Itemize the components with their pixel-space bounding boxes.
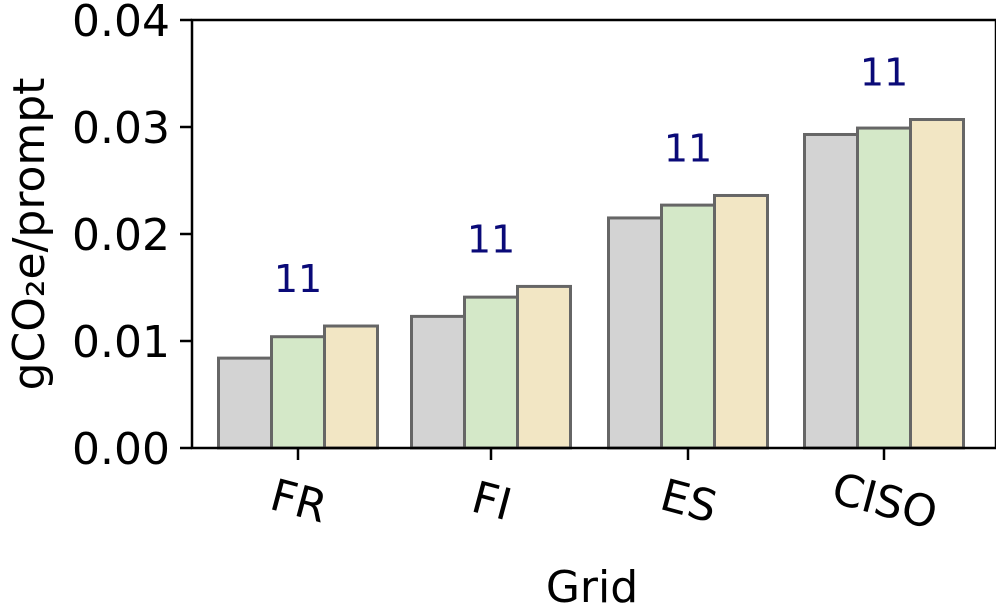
bar-label-fr: 11 [274,257,322,301]
x-tick-label-es: ES [655,470,722,534]
y-axis-label: gCO₂e/prompt [4,78,55,391]
x-axis-ticks: FR FI ES CISO [265,448,943,540]
bar-label-ciso: 11 [860,51,908,95]
bar-ciso-2 [856,126,912,450]
bar-fr-3 [323,324,379,450]
bars-group [217,118,965,450]
y-tick-label: 0.02 [72,210,170,261]
x-tick-label-fr: FR [265,470,332,534]
y-tick-label: 0.04 [72,0,170,47]
x-axis-label: Grid [546,562,638,607]
y-axis-ticks: 0.00 0.01 0.02 0.03 0.04 [72,0,192,475]
bar-label-es: 11 [664,126,712,170]
bar-es-1 [607,216,663,450]
bar-ciso-1 [803,132,859,450]
x-tick-label-fi: FI [467,472,517,531]
bar-es-2 [660,203,716,450]
x-tick-label-ciso: CISO [827,463,943,540]
y-tick-label: 0.01 [72,317,170,368]
bar-es-3 [713,193,769,450]
bar-fr-2 [270,335,326,450]
bar-label-fi: 11 [467,217,515,261]
bar-fi-1 [410,314,466,450]
y-tick-label: 0.03 [72,103,170,154]
bar-ciso-3 [909,118,965,450]
y-tick-label: 0.00 [72,424,170,475]
bar-labels-group: 11 11 11 11 [274,51,908,302]
bar-fr-1 [217,356,273,450]
bar-fi-3 [516,284,572,450]
bar-fi-2 [463,295,519,450]
